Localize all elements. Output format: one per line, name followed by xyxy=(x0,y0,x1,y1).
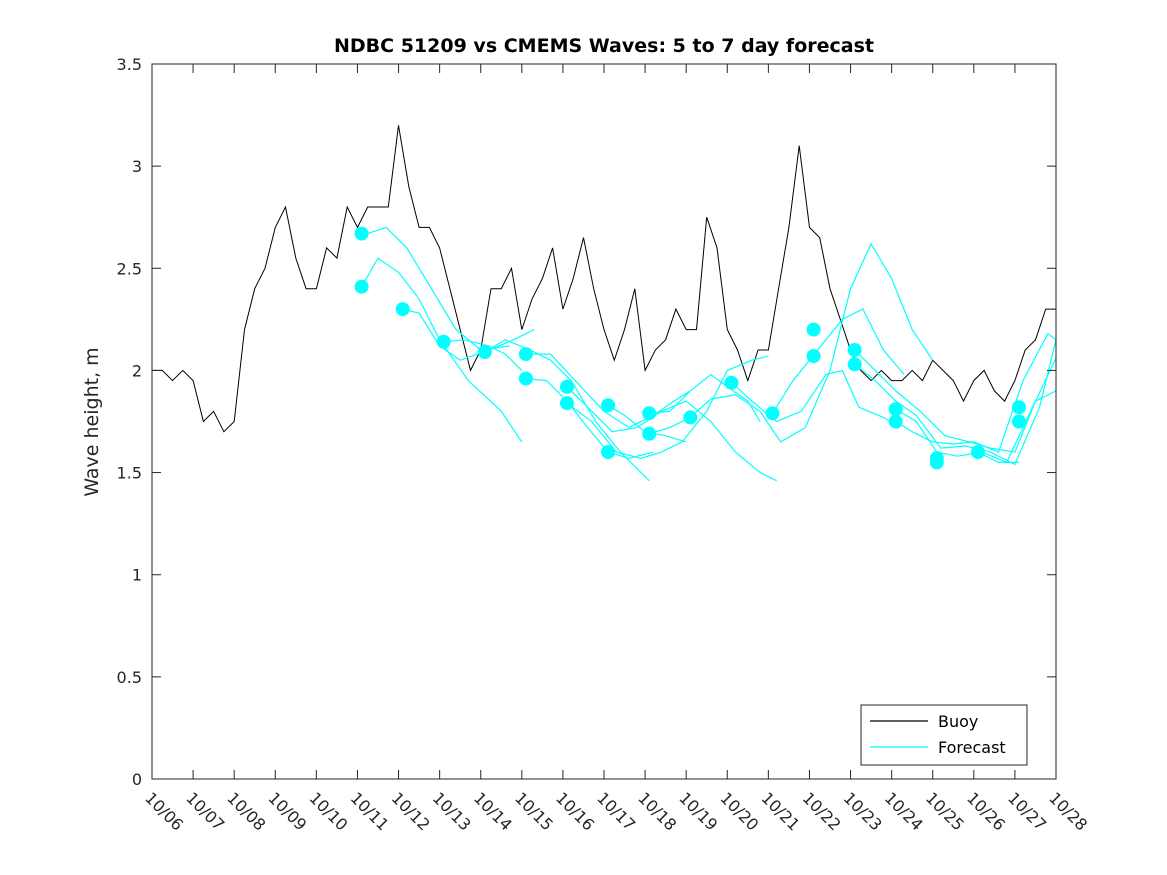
plot-area xyxy=(152,64,1056,779)
forecast-point-4 xyxy=(477,345,492,359)
forecast-line-18 xyxy=(977,451,1019,463)
forecast-point-21 xyxy=(888,414,903,429)
forecast-point-26 xyxy=(1012,414,1026,429)
forecast-point-6 xyxy=(518,371,533,386)
forecast-line-6 xyxy=(525,378,654,459)
forecast-line-2 xyxy=(402,308,535,361)
forecast-point-8 xyxy=(560,396,574,411)
legend: Buoy Forecast xyxy=(860,704,1028,766)
forecast-line-14 xyxy=(854,349,1057,453)
forecast-point-1 xyxy=(354,279,369,294)
forecast-point-24 xyxy=(970,445,985,460)
forecast-line-4 xyxy=(484,339,650,482)
forecast-point-3 xyxy=(436,334,451,349)
y-tick-label: 3 xyxy=(132,157,142,176)
y-tick-label: 0 xyxy=(132,770,142,789)
forecast-point-14 xyxy=(724,375,739,390)
forecast-point-10 xyxy=(601,445,616,460)
forecast-point-16 xyxy=(806,322,821,337)
forecast-line-8 xyxy=(566,355,769,459)
forecast-point-0 xyxy=(354,226,369,241)
forecast-line-10 xyxy=(649,373,761,422)
forecast-line-17 xyxy=(895,332,1057,453)
forecast-line-5 xyxy=(525,353,691,429)
forecast-point-7 xyxy=(560,379,574,394)
forecast-point-5 xyxy=(518,347,533,362)
legend-box xyxy=(860,704,1028,766)
y-tick-label: 2.5 xyxy=(117,259,142,278)
forecast-point-17 xyxy=(806,349,821,364)
forecast-line-0 xyxy=(361,257,523,443)
y-tick-label: 2 xyxy=(132,361,142,380)
buoy-series-line xyxy=(152,125,1056,433)
forecast-line-16 xyxy=(895,390,1057,464)
chart-title: NDBC 51209 vs CMEMS Waves: 5 to 7 day fo… xyxy=(334,35,874,57)
forecast-point-23 xyxy=(929,455,944,470)
y-axis-label: Wave height, m xyxy=(81,347,103,496)
forecast-point-25 xyxy=(1012,400,1026,415)
y-tick-label: 1.5 xyxy=(117,464,142,483)
y-tick-label: 3.5 xyxy=(117,55,142,74)
forecast-line-15 xyxy=(854,339,1057,466)
forecast-point-2 xyxy=(395,302,410,317)
forecast-point-15 xyxy=(765,406,780,421)
legend-forecast-label: Forecast xyxy=(938,738,1006,757)
forecast-point-19 xyxy=(847,357,862,372)
forecast-line-12 xyxy=(771,308,905,414)
y-tick-label: 0.5 xyxy=(117,668,142,687)
series-layer xyxy=(152,125,1057,482)
forecast-point-18 xyxy=(847,343,862,357)
forecast-point-11 xyxy=(642,406,657,421)
forecast-point-20 xyxy=(888,402,903,417)
y-tick-label: 1 xyxy=(132,566,142,585)
forecast-line-13 xyxy=(730,369,901,429)
legend-buoy-label: Buoy xyxy=(938,712,978,731)
forecast-line-7 xyxy=(566,386,777,482)
forecast-line-3 xyxy=(443,339,523,371)
forecast-point-12 xyxy=(642,426,657,441)
forecast-point-13 xyxy=(683,410,698,425)
forecast-point-9 xyxy=(601,398,616,413)
